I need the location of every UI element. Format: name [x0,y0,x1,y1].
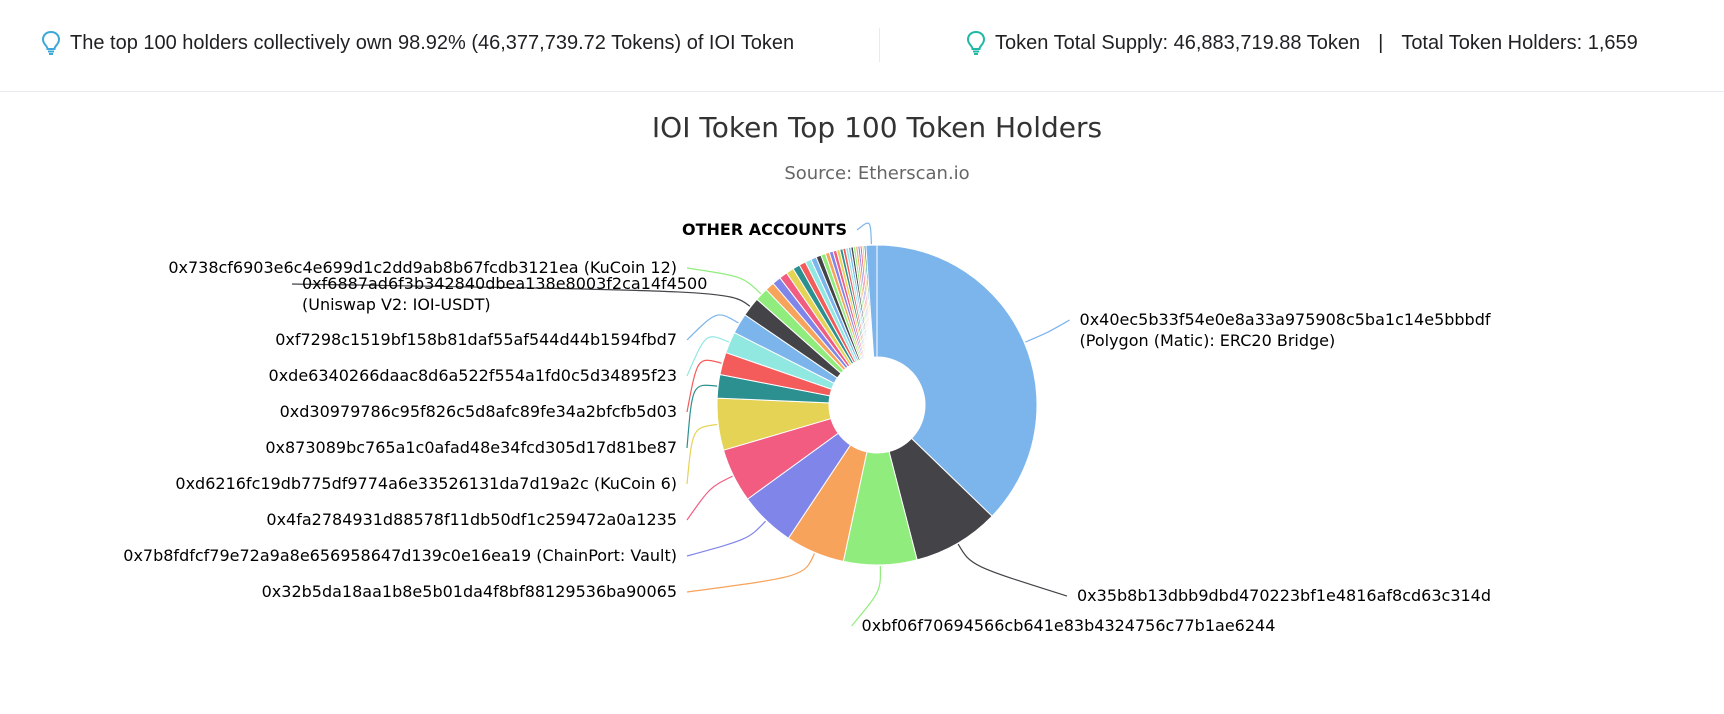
info-bar: The top 100 holders collectively own 98.… [0,0,1724,92]
total-supply-text: Token Total Supply: 46,883,719.88 Token [995,31,1361,54]
label-connector [686,267,762,295]
chart-subtitle: Source: Etherscan.io [784,163,969,184]
label-connectors [291,222,1070,627]
slice-label: 0xde6340266daac8d6a522f554a1fd0c5d34895f… [269,366,677,385]
pie-chart: IOI Token Top 100 Token Holders Source: … [123,111,1491,635]
pie-slices [716,244,1038,566]
info-separator: | [1378,31,1384,54]
label-connector [686,336,730,377]
pie-slice[interactable] [865,244,878,358]
top-holders-text: The top 100 holders collectively own 98.… [70,31,795,54]
slice-label: 0x4fa2784931d88578f11db50df1c259472a0a12… [266,510,677,529]
slice-label: 0x35b8b13dbb9dbd470223bf1e4816af8cd63c31… [1077,586,1491,605]
pie-slice[interactable] [876,244,1038,517]
lightbulb-icon [966,30,986,55]
label-connector [686,475,733,521]
slice-labels: 0x40ec5b33f54e0e8a33a975908c5ba1c14e5bbb… [123,220,1491,635]
supply-info: Token Total Supply: 46,883,719.88 Token … [965,30,1638,56]
slice-label-line2: (Polygon (Matic): ERC20 Bridge) [1080,331,1336,350]
holders-chart: IOI Token Top 100 Token Holders Source: … [0,92,1724,709]
label-connector [686,359,722,413]
slice-label: 0x738cf6903e6c4e699d1c2dd9ab8b67fcdb3121… [168,258,677,277]
slice-label: OTHER ACCOUNTS [682,220,847,239]
label-connector [957,543,1068,597]
info-divider [879,28,880,62]
label-connector [851,565,882,627]
label-connector [856,222,872,245]
label-connector [686,314,739,341]
slice-label: 0xf7298c1519bf158b81daf55af544d44b1594fb… [275,330,677,349]
label-connector [686,423,718,485]
label-connector [686,520,767,557]
slice-label: 0x873089bc765a1c0afad48e34fcd305d17d81be… [265,438,677,457]
slice-label-line2: (Uniswap V2: IOI-USDT) [302,295,491,314]
label-connector [291,283,751,307]
total-holders-text: Total Token Holders: 1,659 [1401,31,1638,54]
label-connector [686,553,815,593]
label-connector [686,384,718,449]
slice-label: 0x7b8fdfcf79e72a9a8e656958647d139c0e16ea… [123,546,677,565]
chart-title: IOI Token Top 100 Token Holders [652,111,1102,144]
slice-label: 0x32b5da18aa1b8e5b01da4f8bf88129536ba900… [262,582,677,601]
lightbulb-icon [41,30,61,55]
slice-label: 0xd30979786c95f826c5d8afc89fe34a2bfcfb5d… [280,402,677,421]
top-holders-info: The top 100 holders collectively own 98.… [40,30,794,56]
slice-label: 0xbf06f70694566cb641e83b4324756c77b1ae62… [862,616,1276,635]
slice-label: 0x40ec5b33f54e0e8a33a975908c5ba1c14e5bbb… [1080,310,1491,329]
slice-label: 0xf6887ad6f3b342840dbea138e8003f2ca14f45… [302,274,707,293]
slice-label: 0xd6216fc19db775df9774a6e33526131da7d19a… [175,474,677,493]
label-connector [1024,319,1070,343]
